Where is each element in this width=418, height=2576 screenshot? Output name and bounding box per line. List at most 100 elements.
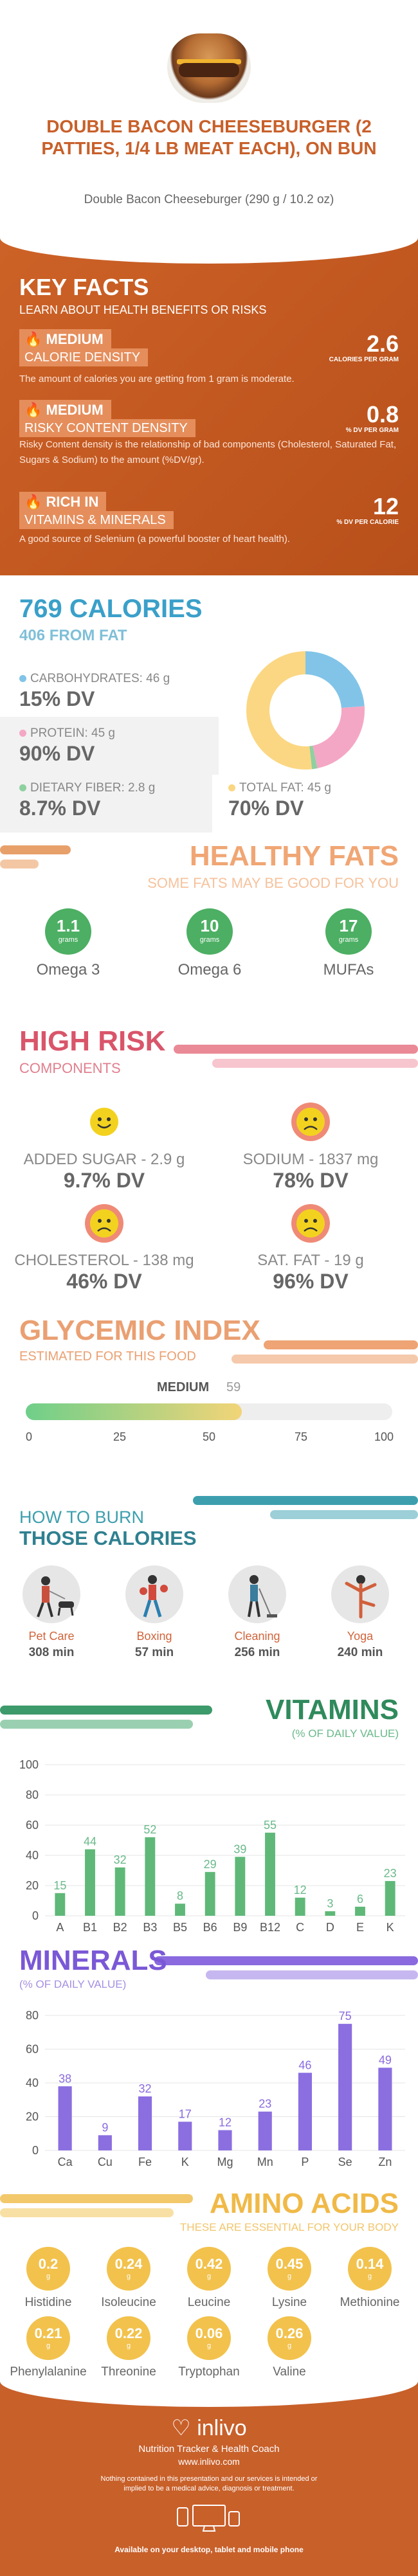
cholesterol-label: CHOLESTEROL - 138 mg bbox=[14, 1252, 194, 1269]
glycemic-tick: 0 bbox=[26, 1430, 33, 1443]
bar bbox=[58, 2086, 72, 2150]
glycemic-tick: 25 bbox=[113, 1430, 127, 1443]
activity-label: Boxing bbox=[136, 1630, 172, 1643]
bar bbox=[98, 2135, 112, 2150]
x-tick-label: B12 bbox=[260, 1921, 280, 1934]
activity-cleaning: Cleaning 256 min bbox=[219, 1565, 296, 1660]
bar bbox=[258, 2111, 272, 2150]
footer-tagline: Nutrition Tracker & Health Coach bbox=[138, 2444, 280, 2454]
fiber-row-bg bbox=[0, 775, 212, 833]
activity-boxing: Boxing 57 min bbox=[116, 1565, 193, 1660]
carbs-stat: CARBOHYDRATES: 46 g 15% DV bbox=[19, 672, 170, 710]
bar-value-label: 39 bbox=[233, 1842, 246, 1855]
burger-cheese bbox=[177, 59, 241, 64]
amino-leucine: 0.42 g Leucine bbox=[170, 2247, 248, 2310]
sodium-label: SODIUM - 1837 mg bbox=[242, 1151, 379, 1168]
boxing-icon bbox=[125, 1565, 183, 1623]
fat-dot-icon bbox=[228, 784, 235, 791]
high-risk-section: HIGH RISK COMPONENTS ADDED SUGAR - 2.9 g… bbox=[0, 1019, 418, 1302]
minerals-title: MINERALS bbox=[19, 1945, 167, 1976]
donut-slice-fiber bbox=[309, 745, 318, 770]
page-title: DOUBLE BACON CHEESEBURGER (2 PATTIES, 1/… bbox=[41, 116, 377, 158]
amino-tryptophan: 0.06 g Tryptophan bbox=[170, 2316, 248, 2379]
bar-value-label: 49 bbox=[379, 2053, 392, 2066]
bar-value-label: 9 bbox=[102, 2121, 108, 2134]
mufas-circle: 17 grams bbox=[325, 908, 372, 955]
key-fact-label: CALORIE DENSITY bbox=[19, 348, 149, 366]
x-tick-label: C bbox=[296, 1921, 304, 1934]
added-sugar-label: ADDED SUGAR - 2.9 g bbox=[23, 1151, 185, 1168]
bar-value-label: 38 bbox=[59, 2072, 71, 2085]
bar bbox=[235, 1857, 246, 1916]
fiber-stat: DIETARY FIBER: 2.8 g 8.7% DV bbox=[19, 781, 156, 820]
y-tick-label: 80 bbox=[26, 2009, 39, 2022]
glycemic-ticks: 0 25 50 75 100 bbox=[26, 1430, 394, 1443]
flame-icon: 🔥 bbox=[24, 402, 42, 418]
bar-value-label: 23 bbox=[259, 2098, 271, 2111]
amino-lysine: 0.45 g Lysine bbox=[251, 2247, 328, 2310]
bar-value-label: 17 bbox=[179, 2107, 192, 2120]
y-tick-label: 100 bbox=[19, 1758, 39, 1771]
header-section: DOUBLE BACON CHEESEBURGER (2 PATTIES, 1/… bbox=[0, 0, 418, 238]
bar bbox=[138, 2096, 152, 2150]
vitamins-bar-chart: 0 20 40 60 80 100 15 A 44 B1 32 B2 52 B3 8 B5 29 B6 39 B9 55… bbox=[19, 1758, 405, 1934]
bar-value-label: 29 bbox=[204, 1858, 217, 1871]
key-fact-level: 🔥 RICH IN bbox=[19, 492, 107, 512]
protein-dv: 90% DV bbox=[19, 742, 95, 765]
vitamins-section: VITAMINS (% OF DAILY VALUE) 0 20 40 60 80 100… bbox=[0, 1688, 418, 1945]
bar bbox=[55, 1893, 66, 1916]
carbs-dot-icon bbox=[19, 675, 26, 682]
x-tick-label: Mg bbox=[217, 2156, 233, 2168]
bar-value-label: 44 bbox=[84, 1835, 96, 1848]
glycemic-section: GLYCEMIC INDEX ESTIMATED FOR THIS FOOD M… bbox=[0, 1302, 418, 1475]
footer-disclaimer: Nothing contained in this presentation a… bbox=[100, 2475, 318, 2492]
bar-value-label: 23 bbox=[384, 1867, 397, 1880]
bar-value-label: 3 bbox=[327, 1897, 333, 1910]
happy-face-icon bbox=[85, 1103, 123, 1141]
activity-value: 256 min bbox=[234, 1646, 280, 1659]
bar bbox=[385, 1880, 395, 1916]
omega3-label: Omega 3 bbox=[36, 961, 100, 978]
y-tick-label: 40 bbox=[26, 2076, 39, 2089]
key-fact-label: RISKY CONTENT DENSITY bbox=[19, 419, 195, 437]
fiber-dv: 8.7% DV bbox=[19, 797, 101, 820]
burn-title-1: HOW TO BURN bbox=[19, 1508, 145, 1527]
amino-methionine: 0.14 g Methionine bbox=[331, 2247, 408, 2310]
x-tick-label: B3 bbox=[143, 1921, 157, 1934]
bar bbox=[204, 1871, 215, 1916]
page-subtitle: Double Bacon Cheeseburger (290 g / 10.2 … bbox=[84, 193, 334, 206]
heart-logo-icon: ♡ bbox=[171, 2416, 191, 2440]
mufas-label: MUFAs bbox=[323, 961, 374, 978]
footer-url[interactable]: www.inlivo.com bbox=[178, 2456, 240, 2467]
y-tick-label: 40 bbox=[26, 1849, 39, 1862]
y-tick-label: 0 bbox=[32, 1909, 39, 1922]
footer-brand[interactable]: ♡ inlivo bbox=[171, 2416, 247, 2440]
fiber-dot-icon bbox=[19, 784, 26, 791]
footer: ♡ inlivo Nutrition Tracker & Health Coac… bbox=[0, 2381, 418, 2576]
activity-value: 240 min bbox=[337, 1646, 383, 1659]
amino-valine: 0.26 g Valine bbox=[251, 2316, 328, 2379]
added-sugar-dv: 9.7% DV bbox=[63, 1169, 145, 1192]
yoga-icon bbox=[331, 1565, 389, 1623]
y-tick-label: 80 bbox=[26, 1788, 39, 1801]
bar-value-label: 12 bbox=[294, 1884, 307, 1896]
calorie-donut-chart bbox=[246, 651, 365, 770]
x-tick-label: Zn bbox=[378, 2156, 392, 2168]
x-tick-label: E bbox=[356, 1921, 364, 1934]
bar bbox=[355, 1906, 365, 1916]
activity-pet-care: Pet Care 308 min bbox=[13, 1565, 90, 1660]
x-tick-label: K bbox=[181, 2156, 189, 2168]
x-tick-label: Se bbox=[338, 2156, 352, 2168]
activity-value: 308 min bbox=[28, 1646, 75, 1659]
donut-slice-carbs bbox=[305, 651, 365, 708]
bar bbox=[85, 1849, 95, 1916]
sad-face-icon bbox=[85, 1204, 123, 1243]
carbs-row bbox=[0, 653, 206, 710]
activity-label: Yoga bbox=[347, 1630, 374, 1643]
sad-face-icon bbox=[291, 1204, 330, 1243]
amino-acids-section: AMINO ACIDS THESE ARE ESSENTIAL FOR YOUR… bbox=[0, 2188, 418, 2382]
fat-dv: 70% DV bbox=[228, 797, 304, 820]
sad-face-icon bbox=[291, 1103, 330, 1141]
minerals-bar-chart: 0 20 40 60 80 38 Ca 9 Cu 32 Fe 17 K 12 Mg 23 Mn 46 P 75 Se 49… bbox=[26, 2009, 405, 2168]
devices-icon bbox=[174, 2503, 244, 2535]
